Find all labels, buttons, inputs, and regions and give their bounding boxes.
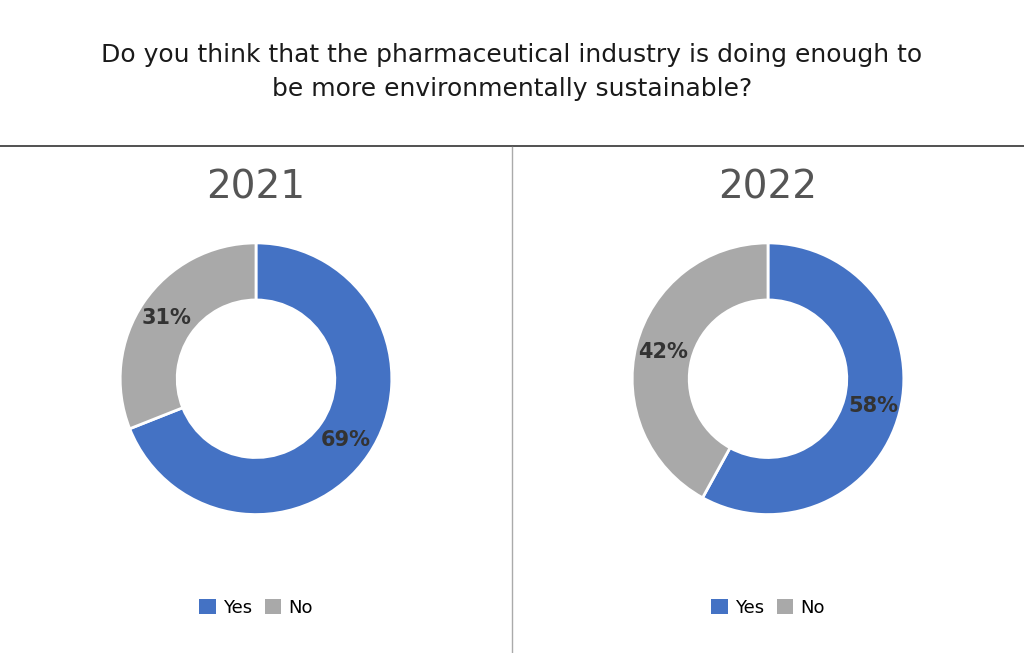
Wedge shape <box>632 243 768 498</box>
Text: 69%: 69% <box>321 430 371 450</box>
Text: 31%: 31% <box>141 308 191 328</box>
Text: 2022: 2022 <box>719 168 817 206</box>
Wedge shape <box>702 243 904 515</box>
Wedge shape <box>120 243 256 429</box>
Text: Do you think that the pharmaceutical industry is doing enough to
be more environ: Do you think that the pharmaceutical ind… <box>101 43 923 101</box>
Text: 42%: 42% <box>638 342 688 362</box>
Wedge shape <box>130 243 392 515</box>
Text: 58%: 58% <box>848 396 898 416</box>
Legend: Yes, No: Yes, No <box>705 591 831 624</box>
Legend: Yes, No: Yes, No <box>193 591 319 624</box>
Text: 2021: 2021 <box>207 168 305 206</box>
